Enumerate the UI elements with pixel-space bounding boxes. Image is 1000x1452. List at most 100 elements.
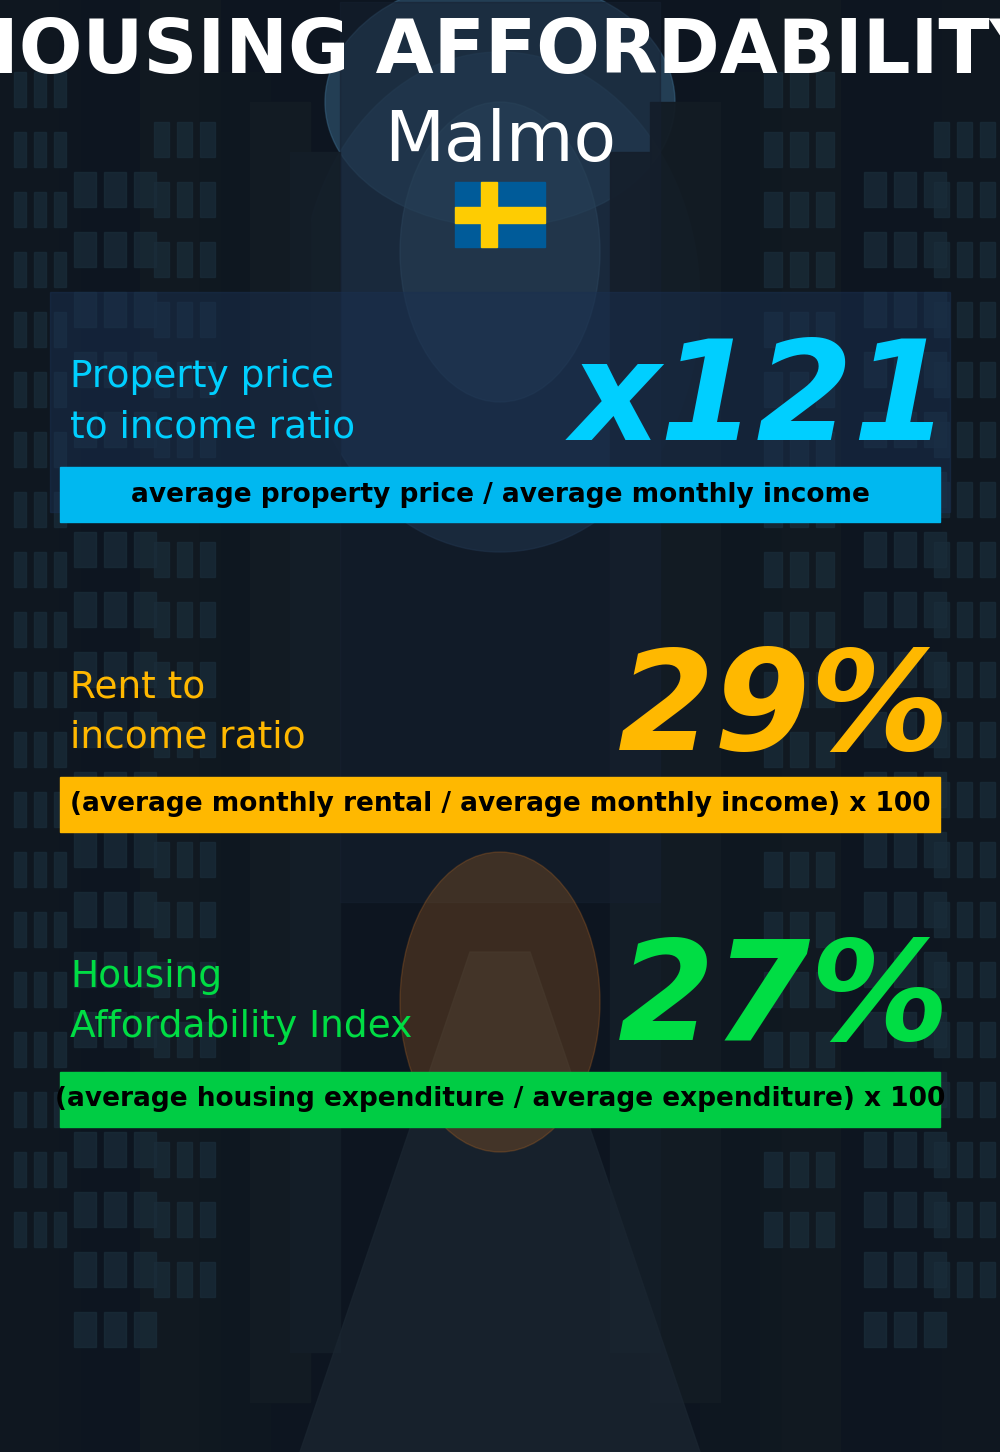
Bar [816,552,834,587]
Bar [957,662,972,697]
Bar [764,492,782,527]
Polygon shape [300,953,700,1452]
Bar [177,302,192,337]
Bar [790,192,808,227]
Bar [764,732,782,767]
Bar [134,1133,156,1167]
Bar [34,791,46,828]
Bar [816,852,834,887]
Bar [957,482,972,517]
Bar [957,122,972,157]
Bar [790,732,808,767]
Bar [764,1151,782,1186]
Bar [250,102,310,1403]
Bar [177,242,192,277]
Bar [154,542,169,576]
Bar [934,722,949,756]
Bar [54,73,66,107]
Bar [864,412,886,447]
Text: Malmo: Malmo [384,109,616,176]
Bar [14,1151,26,1186]
Bar [14,132,26,167]
Bar [200,122,215,157]
Bar [934,963,949,998]
Bar [894,531,916,566]
Bar [816,971,834,1008]
Bar [177,482,192,517]
Bar [54,732,66,767]
Bar [764,192,782,227]
Bar [14,552,26,587]
Bar [34,372,46,407]
Bar [924,711,946,746]
Bar [934,1262,949,1297]
Bar [980,122,995,157]
Bar [924,953,946,987]
Bar [957,362,972,396]
Ellipse shape [325,0,675,227]
Bar [790,1032,808,1067]
Bar [134,232,156,267]
Bar [816,433,834,468]
Bar [34,312,46,347]
Ellipse shape [300,52,700,552]
Bar [455,182,545,247]
Bar [104,292,126,327]
Bar [74,232,96,267]
Bar [934,542,949,576]
Bar [934,662,949,697]
Bar [200,542,215,576]
Bar [340,1,660,902]
Bar [200,242,215,277]
Bar [154,362,169,396]
Bar [134,953,156,987]
Bar [200,1022,215,1057]
Bar [14,192,26,227]
Bar [924,1192,946,1227]
Bar [924,351,946,388]
Bar [200,362,215,396]
Bar [134,472,156,507]
Bar [14,433,26,468]
Bar [14,1092,26,1127]
Bar [154,423,169,457]
Bar [481,182,497,247]
Bar [934,783,949,817]
Bar [980,1262,995,1297]
Bar [14,611,26,648]
Bar [54,492,66,527]
Bar [894,292,916,327]
Bar [924,832,946,867]
Bar [134,1192,156,1227]
Bar [790,372,808,407]
Bar [104,472,126,507]
Bar [864,472,886,507]
Bar [74,412,96,447]
Bar [134,711,156,746]
Bar [934,1082,949,1117]
Bar [14,1032,26,1067]
Ellipse shape [400,102,600,402]
Bar [764,552,782,587]
Bar [14,732,26,767]
Bar [104,171,126,208]
Bar [200,1082,215,1117]
Bar [980,1022,995,1057]
Bar [134,292,156,327]
Text: (average monthly rental / average monthly income) x 100: (average monthly rental / average monthl… [70,791,930,817]
Bar [177,182,192,216]
Bar [74,772,96,807]
Bar [54,971,66,1008]
Bar [864,711,886,746]
Bar [177,423,192,457]
Bar [134,652,156,687]
Bar [200,1202,215,1237]
Bar [934,482,949,517]
Bar [34,1151,46,1186]
Bar [154,242,169,277]
Bar [790,492,808,527]
Bar [54,192,66,227]
Bar [177,783,192,817]
Text: average property price / average monthly income: average property price / average monthly… [131,482,869,508]
Bar [980,842,995,877]
